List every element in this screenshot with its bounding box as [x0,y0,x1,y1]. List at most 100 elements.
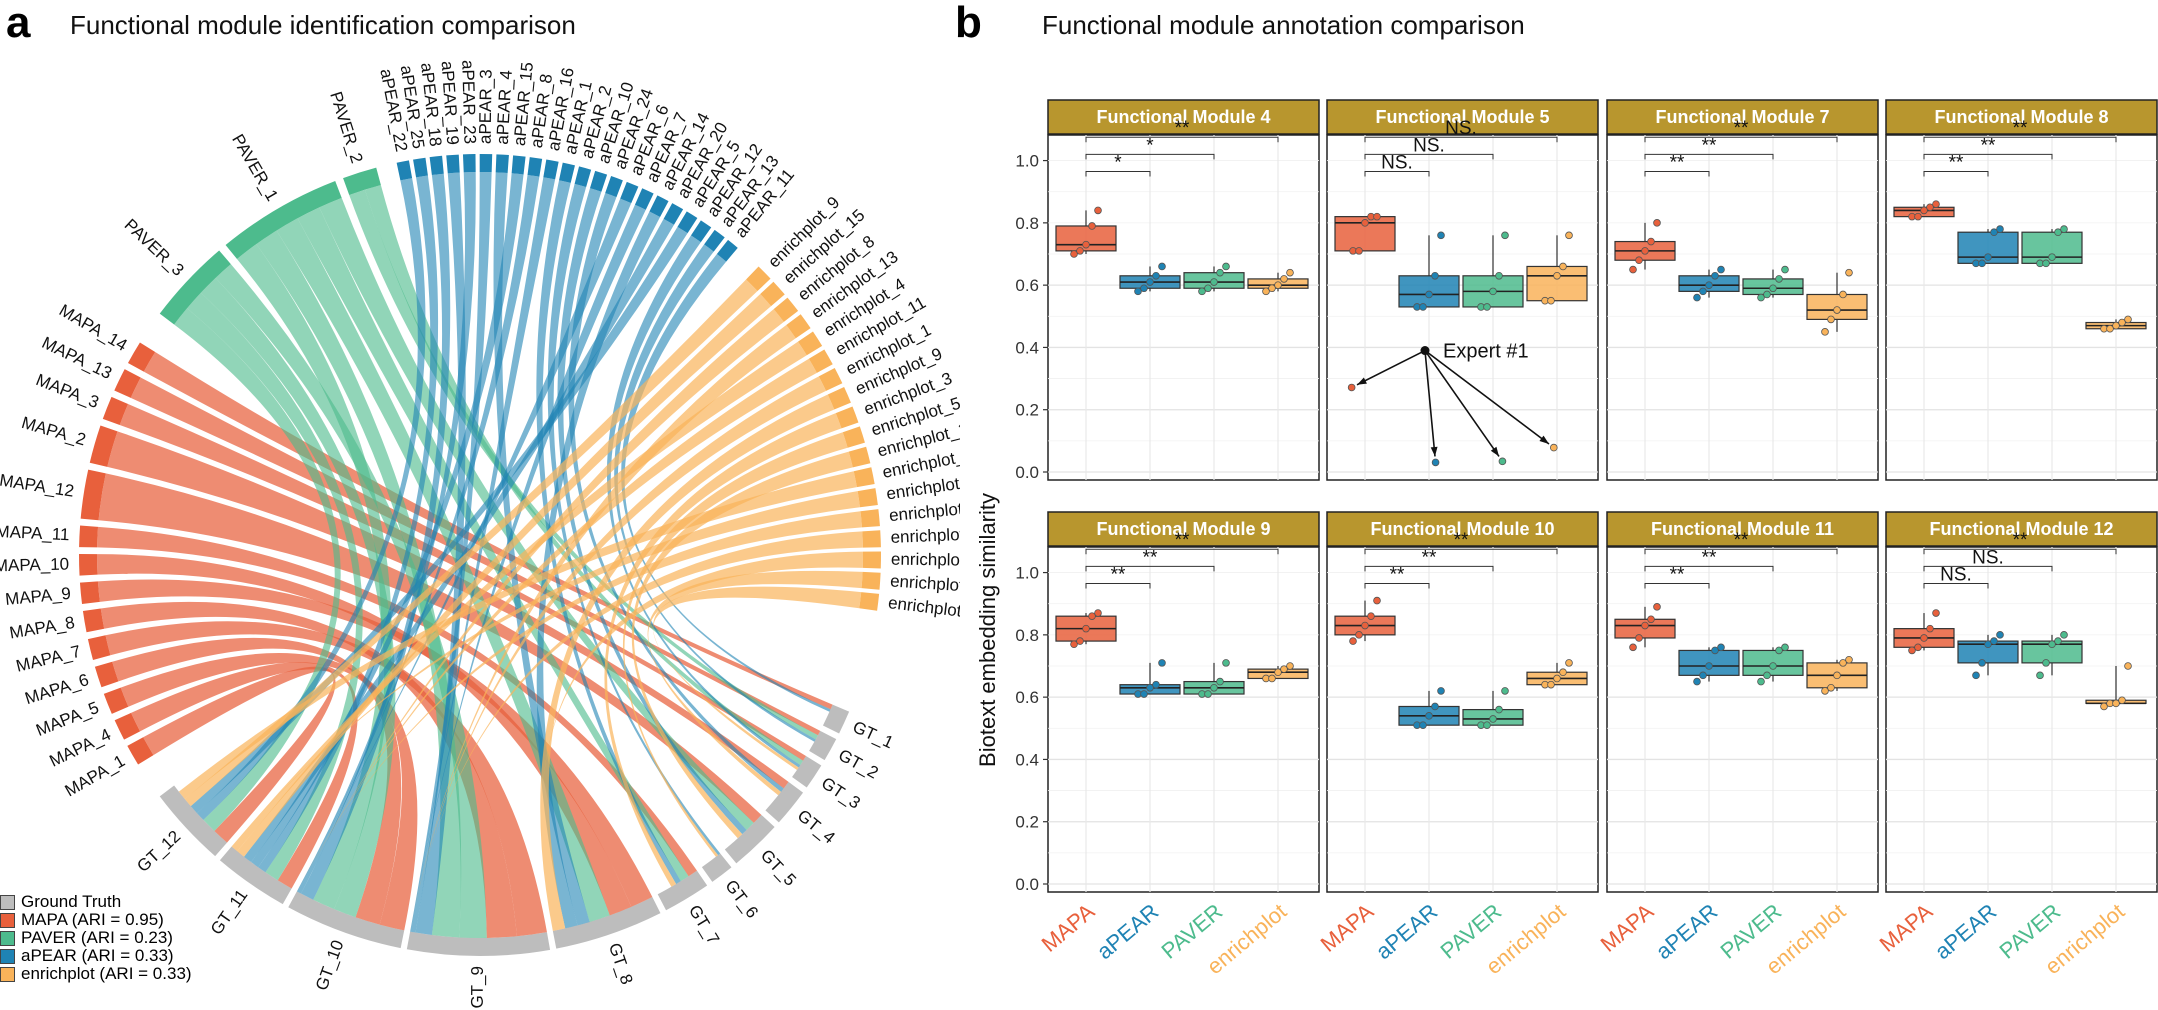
expert-label: Expert #1 [1443,341,1529,363]
sig-bracket [1085,565,1215,572]
sector-mapa-5 [103,687,129,714]
sector-apear-11 [716,239,738,262]
facet-title: Functional Module 8 [1935,107,2109,127]
y-tick-label: 0.8 [1015,626,1039,645]
sig-bracket [1644,153,1774,160]
sector-label: aPEAR_4 [493,70,516,146]
sector-apear-14 [649,195,669,217]
sector-apear-15 [511,155,526,175]
data-point [1094,206,1102,215]
data-point [1717,265,1725,274]
data-point [1559,668,1567,677]
x-tick-label: aPEAR [1651,899,1722,965]
data-point [1070,250,1078,258]
sector-enrichplot-16 [853,467,875,488]
facet-title: Functional Module 4 [1097,107,1271,127]
sig-label: ** [1949,152,1964,173]
facet-functional-module-10: Functional Module 10******MAPAaPEARPAVER… [1316,511,1599,979]
sector-label: GT_9 [468,966,487,1009]
data-point [1431,702,1439,711]
facet-functional-module-4: Functional Module 40.00.20.40.60.81.0 ***… [1015,99,1320,482]
data-point [1070,640,1078,648]
data-point [1705,281,1713,289]
ribbon [297,207,689,882]
data-point [1641,621,1649,630]
sig-label: NS. [1445,118,1477,139]
data-point [1553,674,1561,683]
ribbon [120,653,418,931]
sig-label: ** [1670,564,1685,585]
sig-label: ** [1175,118,1190,139]
sector-apear-12 [690,220,712,243]
panel-b-letter: b [955,0,982,47]
x-tick-label: MAPA [1316,898,1379,956]
sector-gt-7 [657,870,708,911]
expert-arrowhead [1430,446,1438,457]
panel-a-letter: a [6,0,31,47]
sector-mapa-6 [94,661,119,688]
data-point [1210,683,1218,692]
sig-bracket [1364,565,1494,572]
ribbon [130,377,821,736]
data-point [1699,671,1707,680]
sig-bracket [1644,136,1838,143]
sector-gt-1 [822,704,850,734]
data-point [2106,324,2114,333]
sector-apear-8 [527,157,543,177]
ribbon [98,473,762,823]
sector-mapa-14 [127,342,156,372]
data-point [1565,231,1573,240]
sector-apear-7 [634,188,654,210]
data-point [1635,634,1643,642]
sig-label: ** [1702,135,1717,156]
data-point [1152,680,1160,689]
facet-panel [1606,546,1879,893]
legend-label: PAVER (ARI = 0.23) [21,928,173,947]
data-point [2042,659,2050,667]
sig-bracket [1644,548,1838,555]
expert-arrowhead [1490,446,1499,457]
data-point [1216,268,1224,277]
ribbon [119,403,807,761]
sig-bracket [1085,582,1151,589]
data-point [1914,643,1922,652]
legend-label: MAPA (ARI = 0.95) [21,910,164,929]
sector-apear-1 [559,162,575,183]
legend-swatch [0,966,15,982]
expert-arrowhead [1539,435,1549,444]
sector-gt-10 [288,891,405,949]
data-point [1984,640,1992,648]
facet-title: Functional Module 12 [1929,519,2113,539]
data-point [1711,646,1719,655]
data-point [1483,303,1491,311]
sector-mapa-10 [79,554,98,576]
x-tick-label: aPEAR [1371,899,1442,965]
sig-label: ** [2013,118,2028,139]
facet-panel [1047,546,1320,893]
data-point [1088,612,1096,620]
facet-functional-module-12: Functional Module 12NS.NS.**MAPAaPEARPAV… [1875,511,2158,979]
data-point [1996,225,2004,233]
ribbon [143,666,336,843]
data-point [1775,646,1783,655]
data-point [1361,219,1369,227]
data-point [1082,624,1090,633]
sector-apear-13 [704,229,725,252]
ribbon [97,554,632,916]
x-tick-label: aPEAR [1930,899,2001,965]
data-point [1274,668,1282,677]
ribbon [276,218,610,922]
sector-enrichplot-3 [835,406,859,429]
facet-strip [1047,99,1320,135]
sig-label: NS. [1972,547,2004,568]
sig-bracket [1364,153,1494,160]
data-point [2060,631,2068,639]
sig-label: ** [1454,530,1469,551]
data-point [1781,643,1789,652]
data-point [1920,206,1928,215]
data-point [1839,659,1847,667]
x-tick-label: MAPA [1037,898,1100,956]
sig-label: ** [1422,547,1437,568]
data-point [2124,662,2132,670]
sector-apear-16 [543,159,559,180]
